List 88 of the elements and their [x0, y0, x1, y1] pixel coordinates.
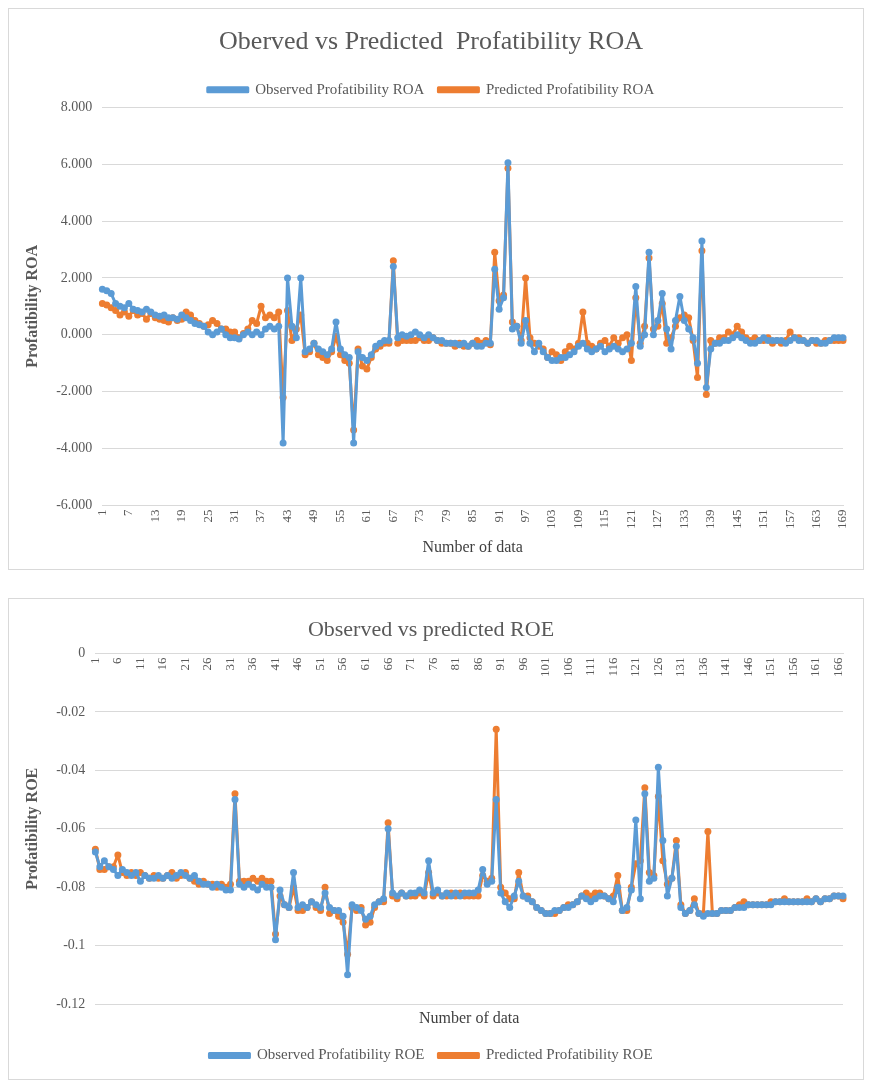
- x-tick-label: 91: [492, 657, 508, 671]
- x-tick-label: 106: [559, 656, 575, 677]
- x-tick-label: 55: [331, 509, 347, 523]
- x-tick-label: 1: [93, 509, 109, 516]
- y-tick-label: -6.000: [56, 497, 93, 513]
- x-tick-label: 146: [739, 656, 755, 677]
- legend-label: Predicted Profatibility ROE: [485, 1046, 653, 1063]
- x-tick-label: 121: [627, 657, 643, 677]
- x-tick-label: 111: [582, 657, 598, 676]
- x-tick-label: 157: [781, 509, 797, 529]
- x-tick-label: 91: [490, 509, 506, 523]
- x-tick-label: 126: [649, 656, 665, 677]
- x-tick-label: 26: [199, 656, 215, 671]
- x-tick-label: 13: [146, 509, 162, 523]
- y-axis-title: Profatibility ROE: [22, 767, 41, 890]
- y-tick-label: 0: [78, 645, 86, 661]
- x-tick-label: 136: [694, 656, 710, 677]
- x-tick-label: 156: [784, 656, 800, 677]
- x-axis-title: Number of data: [422, 538, 523, 556]
- x-tick-label: 36: [244, 656, 260, 671]
- x-tick-label: 19: [173, 509, 189, 523]
- y-tick-label: -4.000: [56, 440, 93, 456]
- x-tick-label: 56: [334, 656, 350, 671]
- chart-title: Observed vs predicted ROE: [307, 615, 555, 641]
- legend-label: Observed Profatibility ROA: [255, 80, 425, 97]
- x-tick-label: 127: [649, 509, 665, 529]
- x-tick-label: 11: [131, 657, 147, 670]
- x-tick-label: 86: [469, 656, 485, 671]
- x-tick-label: 46: [289, 656, 305, 671]
- x-tick-label: 133: [675, 509, 691, 529]
- x-tick-label: 109: [569, 509, 585, 529]
- x-tick-label: 71: [402, 657, 418, 671]
- x-tick-label: 161: [807, 657, 823, 677]
- x-tick-label: 121: [622, 509, 638, 529]
- x-tick-label: 139: [702, 509, 718, 529]
- x-tick-label: 169: [834, 509, 850, 529]
- y-tick-label: -0.12: [56, 995, 86, 1011]
- x-tick-label: 16: [154, 656, 170, 671]
- x-tick-label: 116: [604, 656, 620, 677]
- y-tick-label: -0.02: [56, 703, 86, 719]
- y-tick-label: 8.000: [60, 98, 93, 114]
- x-tick-label: 7: [120, 509, 136, 516]
- x-tick-label: 41: [266, 657, 282, 671]
- x-tick-label: 97: [517, 509, 533, 523]
- x-tick-label: 6: [109, 656, 125, 664]
- x-tick-label: 43: [278, 509, 294, 523]
- x-tick-label: 81: [447, 657, 463, 671]
- x-tick-label: 115: [596, 509, 612, 529]
- x-tick-label: 76: [424, 656, 440, 671]
- x-tick-label: 49: [305, 509, 321, 523]
- x-axis-title: Number of data: [418, 1009, 520, 1027]
- legend-label: Predicted Profatibility ROA: [485, 80, 655, 97]
- y-tick-label: -0.06: [56, 820, 86, 836]
- x-tick-label: 21: [176, 657, 192, 671]
- y-tick-label: 4.000: [60, 212, 93, 228]
- x-tick-label: 145: [728, 509, 744, 529]
- y-tick-label: 0.000: [60, 326, 93, 342]
- x-tick-label: 131: [672, 657, 688, 677]
- chart-title: Oberved vs Predicted Profatibility ROA: [219, 26, 644, 56]
- x-tick-label: 73: [411, 509, 427, 523]
- y-tick-label: 2.000: [60, 269, 93, 285]
- y-tick-label: -0.08: [56, 878, 86, 894]
- y-tick-label: 6.000: [60, 155, 93, 171]
- x-tick-label: 163: [807, 509, 823, 529]
- x-tick-label: 141: [717, 657, 733, 677]
- y-tick-label: -2.000: [56, 383, 93, 399]
- x-tick-label: 25: [199, 509, 215, 523]
- x-tick-label: 51: [311, 657, 327, 671]
- x-tick-label: 103: [543, 509, 559, 529]
- x-tick-label: 31: [221, 657, 237, 671]
- legend-label: Observed Profatibility ROE: [256, 1046, 425, 1063]
- x-tick-label: 37: [252, 509, 268, 523]
- x-tick-label: 61: [358, 509, 374, 523]
- x-tick-label: 101: [537, 657, 553, 677]
- x-tick-label: 66: [379, 656, 395, 671]
- x-tick-label: 1: [86, 657, 102, 664]
- x-tick-label: 31: [226, 509, 242, 523]
- x-tick-label: 79: [437, 509, 453, 523]
- x-tick-label: 166: [829, 656, 845, 677]
- x-tick-label: 85: [464, 509, 480, 523]
- x-tick-label: 151: [755, 509, 771, 529]
- x-tick-label: 61: [357, 657, 373, 671]
- x-tick-label: 151: [762, 657, 778, 677]
- y-tick-label: -0.04: [56, 761, 86, 777]
- x-tick-label: 67: [384, 509, 400, 523]
- y-axis-title: Profatibility ROA: [22, 244, 41, 368]
- y-tick-label: -0.1: [63, 937, 86, 953]
- x-tick-label: 96: [514, 656, 530, 671]
